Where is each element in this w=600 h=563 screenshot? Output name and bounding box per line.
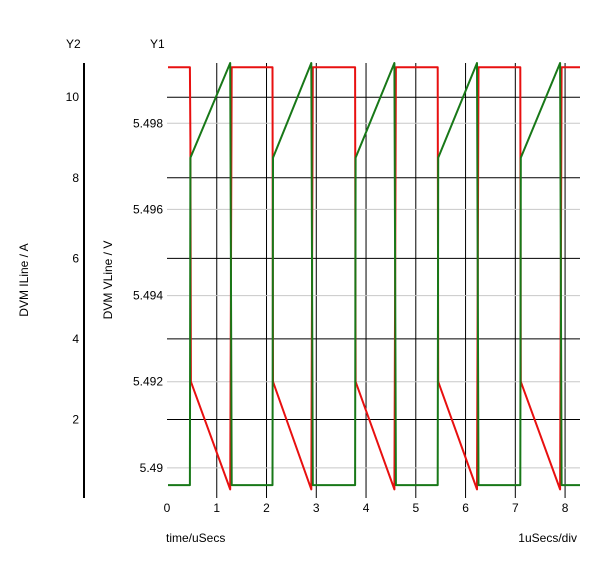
x-scale-note: 1uSecs/div — [518, 531, 577, 545]
y2-axis-label: DVM ILine / A — [17, 243, 31, 316]
x-tick-labels: 0 1 2 3 4 5 6 7 8 — [164, 501, 569, 515]
x-tick-label: 0 — [164, 501, 171, 515]
x-tick-label: 6 — [462, 501, 469, 515]
y2-tick-label: 8 — [72, 171, 79, 185]
y1-tick-label: 5.498 — [133, 116, 163, 130]
y2-tick-label: 4 — [72, 332, 79, 346]
x-tick-label: 7 — [512, 501, 519, 515]
x-tick-label: 5 — [412, 501, 419, 515]
y1-tick-label: 5.49 — [140, 461, 164, 475]
y1-axis-tag: Y1 — [150, 37, 165, 51]
series-layer — [168, 62, 580, 491]
x-tick-label: 2 — [263, 501, 270, 515]
y2-axis-tag: Y2 — [66, 37, 81, 51]
y2-tick-label: 10 — [66, 90, 80, 104]
y1-tick-label: 5.494 — [133, 289, 163, 303]
y2-tick-label: 2 — [72, 412, 79, 426]
y1-tick-label: 5.492 — [133, 375, 163, 389]
y1-axis-label: DVM VLine / V — [101, 241, 115, 320]
grid — [167, 63, 580, 498]
x-tick-label: 8 — [562, 501, 569, 515]
x-tick-label: 1 — [213, 501, 220, 515]
y2-tick-label: 6 — [72, 251, 79, 265]
x-tick-label: 3 — [313, 501, 320, 515]
series-2-line — [168, 62, 580, 487]
y1-tick-labels: 5.49 5.492 5.494 5.496 5.498 — [133, 116, 163, 475]
x-tick-label: 4 — [363, 501, 370, 515]
x-axis-label: time/uSecs — [166, 531, 225, 545]
y2-tick-labels: 2 4 6 8 10 — [66, 90, 80, 426]
y1-tick-label: 5.496 — [133, 202, 163, 216]
